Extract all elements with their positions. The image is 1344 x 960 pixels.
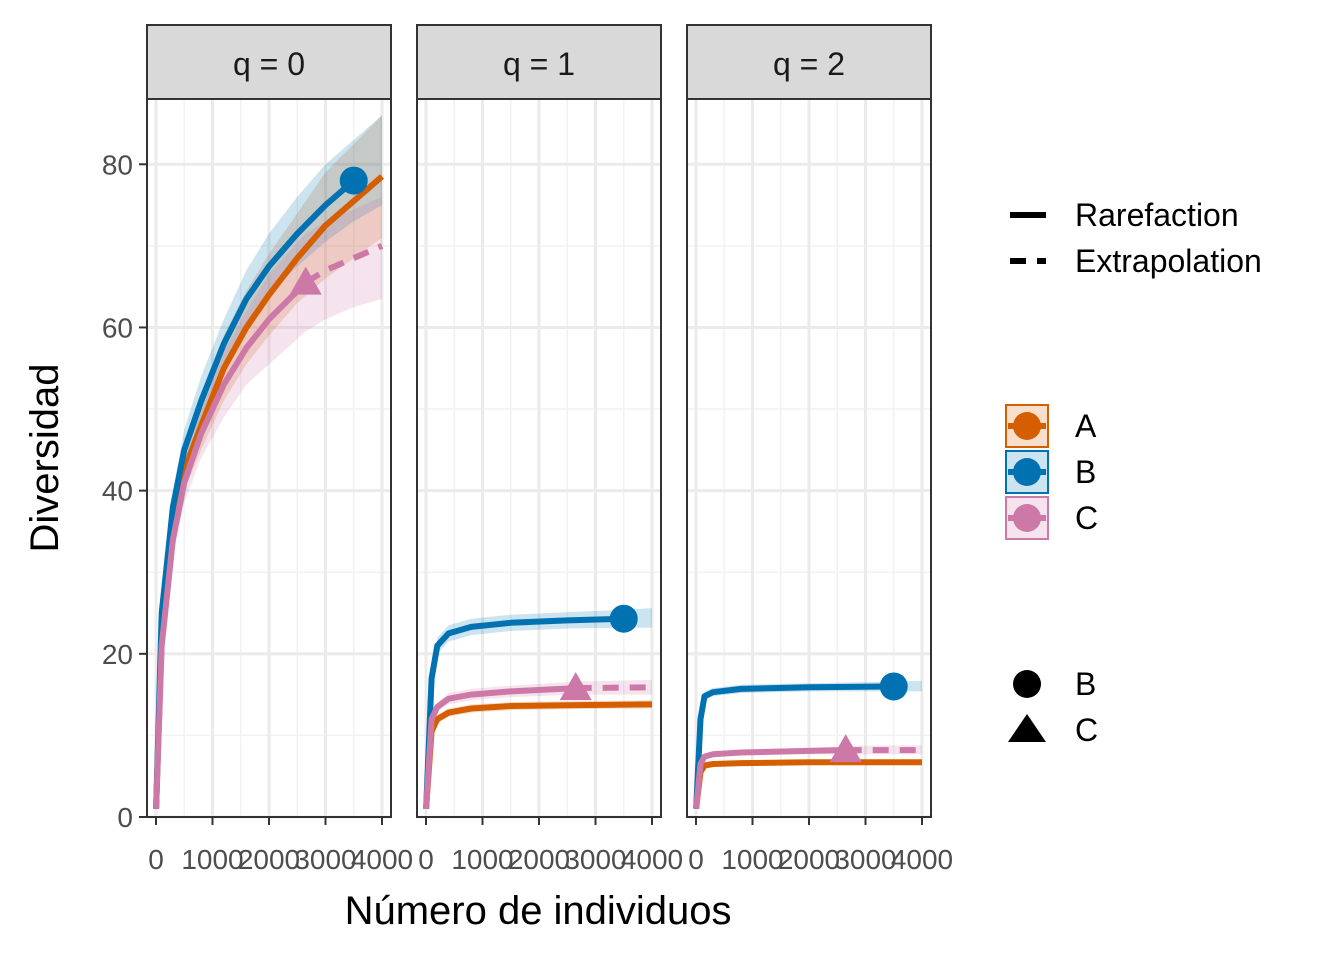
- facet-strip: [146, 24, 392, 100]
- x-tick-label: 2000: [508, 844, 570, 875]
- ribbon-B: [426, 608, 652, 809]
- x-tick-label: 3000: [564, 844, 626, 875]
- x-tick-label: 2000: [238, 844, 300, 875]
- x-tick-label: 0: [148, 844, 164, 875]
- y-tick-label: 40: [102, 476, 133, 507]
- facet-strip-label: q = 0: [233, 46, 305, 82]
- y-axis: 0 20 40 60 80: [102, 149, 147, 833]
- legend-key-triangle: [1008, 714, 1046, 742]
- y-tick-label: 60: [102, 312, 133, 343]
- y-tick-label: 0: [117, 802, 133, 833]
- y-axis-title: Diversidad: [23, 364, 67, 553]
- observed-point-C: [829, 734, 862, 763]
- legend-label-assemblage: B: [1075, 454, 1096, 490]
- ribbon-C: [426, 679, 652, 809]
- x-tick-label: 0: [418, 844, 434, 875]
- x-tick-label: 4000: [891, 844, 953, 875]
- x-tick-label: 0: [688, 844, 704, 875]
- rarefaction-line-B: [423, 615, 624, 809]
- rarefaction-line-C: [423, 685, 576, 809]
- rarefaction-line-B: [153, 178, 356, 809]
- legend-key-point-A: [1013, 412, 1041, 440]
- legend-label-shape: B: [1075, 666, 1096, 702]
- x-tick-label: 1000: [451, 844, 513, 875]
- x-tick-label: 3000: [294, 844, 356, 875]
- observed-point-B: [339, 166, 368, 195]
- observed-point-B: [879, 672, 908, 701]
- observed-point-C: [559, 672, 592, 701]
- rarefaction-line-C: [693, 747, 846, 810]
- legend-label-assemblage: A: [1075, 408, 1097, 444]
- rarefaction-line-C: [153, 280, 308, 809]
- observed-point-B: [609, 604, 638, 633]
- x-tick-label: 4000: [351, 844, 413, 875]
- facet-strip: [416, 24, 662, 100]
- observed-point-C: [289, 266, 322, 295]
- facet-strip-label: q = 1: [503, 46, 575, 82]
- facet-strip: [686, 24, 932, 100]
- legend-key-point-C: [1013, 504, 1041, 532]
- extrapolation-line-C: [575, 684, 653, 692]
- extrapolation-line-C: [304, 243, 384, 286]
- x-tick-label: 1000: [721, 844, 783, 875]
- y-tick-label: 80: [102, 149, 133, 180]
- x-tick-label: 3000: [834, 844, 896, 875]
- legend-key-point-B: [1013, 458, 1041, 486]
- facet-strip-label: q = 2: [773, 46, 845, 82]
- x-tick-label: 1000: [181, 844, 243, 875]
- legend-label-method: Rarefaction: [1075, 197, 1239, 233]
- legend-key-circle: [1013, 670, 1041, 698]
- y-tick-label: 20: [102, 639, 133, 670]
- x-tick-label: 2000: [778, 844, 840, 875]
- legend-label-method: Extrapolation: [1075, 243, 1262, 279]
- x-axis-title: Número de individuos: [345, 889, 732, 933]
- rarefaction-line-B: [693, 683, 894, 809]
- x-tick-label: 4000: [621, 844, 683, 875]
- legend-label-assemblage: C: [1075, 500, 1098, 536]
- legend-label-shape: C: [1075, 712, 1098, 748]
